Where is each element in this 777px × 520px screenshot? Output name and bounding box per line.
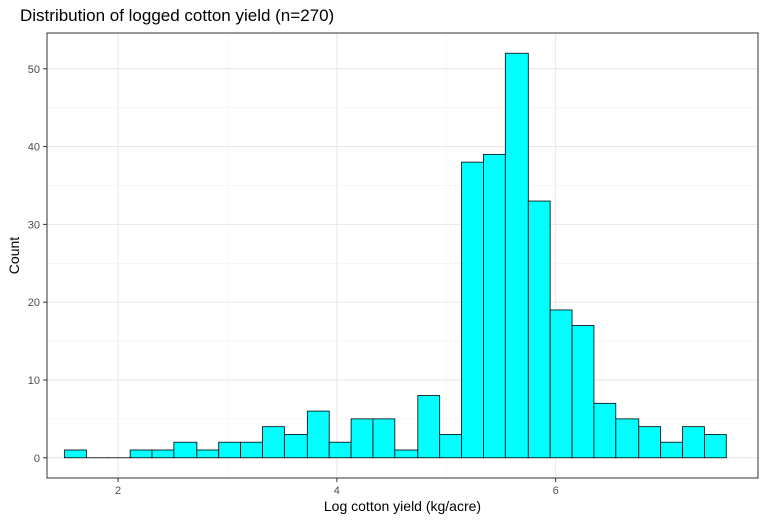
- y-tick-label: 50: [28, 64, 40, 76]
- histogram-bar: [461, 161, 484, 459]
- histogram-bar: [218, 441, 242, 459]
- x-tick-label: 4: [334, 485, 340, 497]
- histogram-bar: [638, 426, 662, 459]
- histogram-bar: [262, 426, 285, 459]
- histogram-bar: [439, 434, 462, 459]
- histogram-bar: [483, 153, 506, 459]
- y-tick-label: 0: [34, 453, 40, 465]
- histogram-bar: [527, 200, 551, 459]
- histogram-bar: [151, 449, 175, 459]
- histogram-bar: [504, 52, 529, 459]
- histogram-bar: [549, 309, 573, 459]
- y-tick-label: 30: [28, 219, 40, 231]
- x-tick-label: 6: [553, 485, 559, 497]
- y-tick-label: 40: [28, 142, 40, 154]
- histogram-bar: [173, 441, 198, 459]
- histogram-bar: [593, 402, 617, 459]
- y-axis-ticks: 0 10 20 30 40 50: [28, 64, 47, 465]
- major-gridlines: [47, 33, 758, 478]
- histogram-bar: [660, 441, 683, 459]
- histogram-bar: [704, 434, 727, 459]
- chart-title: Distribution of logged cotton yield (n=2…: [20, 6, 335, 25]
- histogram-bar: [615, 418, 640, 459]
- histogram-bar: [682, 426, 705, 459]
- histogram-bar: [372, 418, 396, 459]
- minor-gridlines: [47, 33, 758, 478]
- histogram-bar: [571, 325, 595, 459]
- histogram-bars: [64, 52, 727, 459]
- histogram-bar: [283, 434, 308, 459]
- y-tick-label: 10: [28, 375, 40, 387]
- histogram-bar: [350, 418, 374, 459]
- histogram-bar: [417, 395, 441, 459]
- x-axis-ticks: 2 4 6: [115, 478, 559, 497]
- x-tick-label: 2: [115, 485, 121, 497]
- histogram-bar: [129, 449, 153, 459]
- histogram-bar: [394, 449, 419, 459]
- y-tick-label: 20: [28, 297, 40, 309]
- histogram-bar: [306, 410, 330, 459]
- histogram-bar: [196, 449, 220, 459]
- histogram-bar: [240, 441, 263, 459]
- plot-panel-border: [46, 32, 759, 479]
- y-axis-title: Count: [6, 237, 22, 274]
- x-axis-title: Log cotton yield (kg/acre): [324, 498, 481, 514]
- histogram-bar: [64, 449, 87, 459]
- histogram-bar: [328, 441, 352, 459]
